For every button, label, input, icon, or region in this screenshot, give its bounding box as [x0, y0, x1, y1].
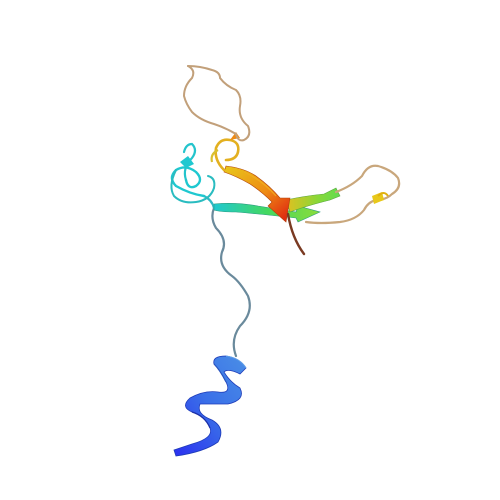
cyan-loop-region [170, 142, 216, 204]
right-hairpin-loop [304, 164, 401, 225]
beta-strand-cyan-green [213, 203, 321, 223]
n-terminal-helix [173, 355, 247, 457]
linker-coil [202, 194, 251, 358]
upper-loop [182, 65, 251, 172]
beta-strand-green-right [285, 187, 341, 213]
beta-strand-yellow-red [223, 165, 291, 223]
c-terminal-tail [286, 212, 306, 256]
